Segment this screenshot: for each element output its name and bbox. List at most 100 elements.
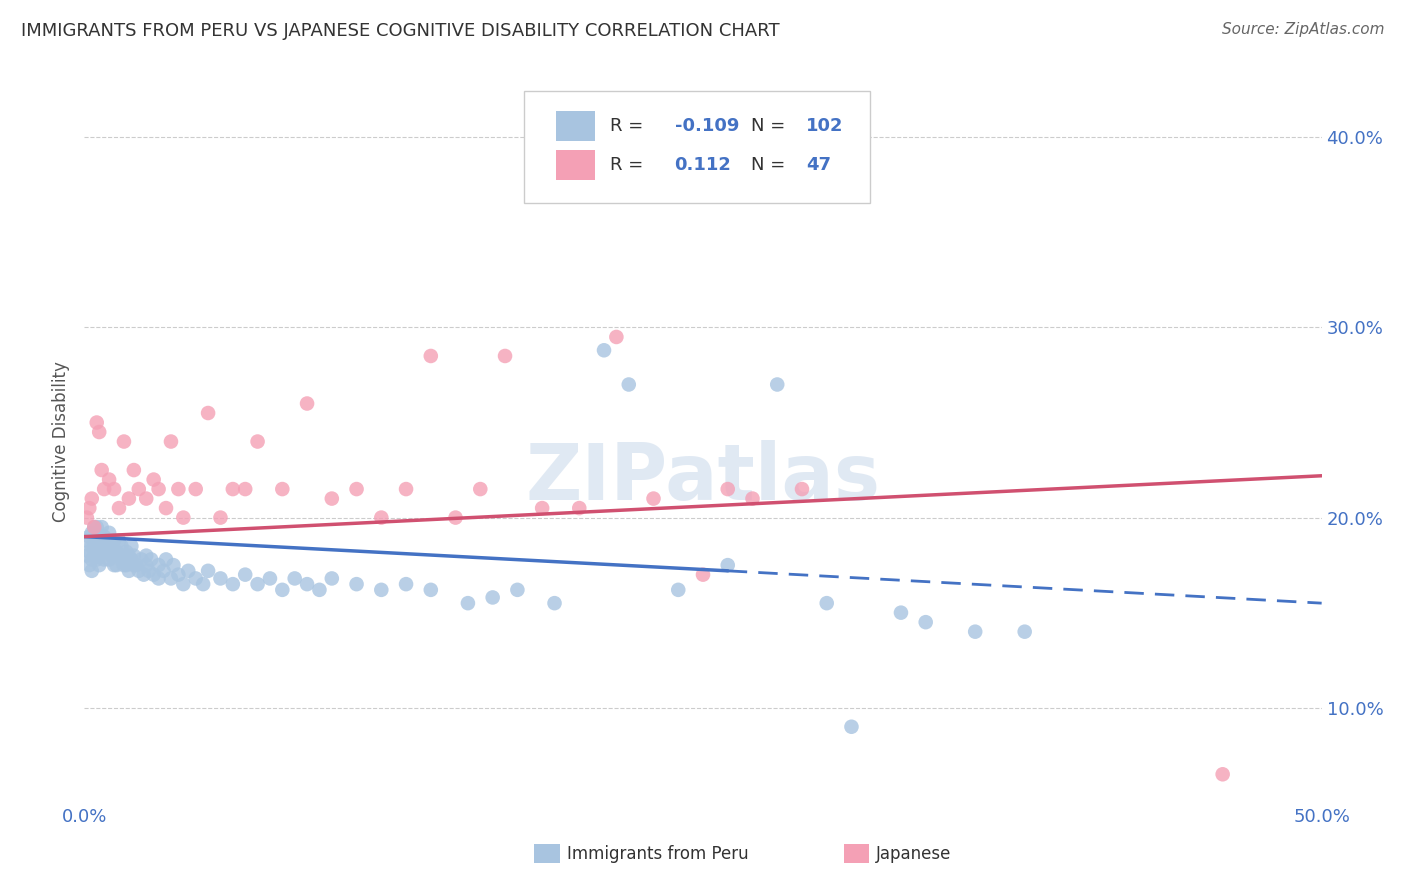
Point: [80, 539, 103, 553]
Point: [108, 549, 131, 563]
Point: [643, 491, 665, 506]
FancyBboxPatch shape: [523, 91, 870, 203]
Y-axis label: Cognitive Disability: Cognitive Disability: [52, 361, 70, 522]
Point: [167, 482, 190, 496]
Point: [135, 558, 157, 573]
Text: 102: 102: [806, 117, 844, 135]
Point: [93, 542, 115, 557]
Point: [321, 571, 343, 585]
Point: [98, 525, 121, 540]
Point: [108, 533, 131, 548]
Point: [89, 539, 111, 553]
Point: [395, 577, 418, 591]
Point: [741, 491, 763, 506]
Point: [197, 564, 219, 578]
Text: ZIPatlas: ZIPatlas: [526, 440, 880, 516]
Point: [346, 482, 368, 496]
Point: [108, 501, 131, 516]
FancyBboxPatch shape: [555, 150, 595, 180]
Point: [120, 539, 142, 553]
Text: Immigrants from Peru: Immigrants from Peru: [567, 845, 748, 863]
Point: [308, 582, 330, 597]
Point: [96, 545, 118, 559]
Point: [89, 425, 111, 439]
Text: N =: N =: [751, 117, 792, 135]
Point: [83, 539, 105, 553]
FancyBboxPatch shape: [555, 111, 595, 141]
Point: [152, 564, 174, 578]
Point: [246, 434, 269, 449]
Point: [110, 552, 132, 566]
Point: [118, 549, 141, 563]
Point: [141, 552, 163, 566]
Text: -0.109: -0.109: [675, 117, 740, 135]
Point: [79, 545, 101, 559]
Point: [666, 582, 689, 597]
Point: [86, 542, 108, 557]
Point: [83, 520, 105, 534]
Point: [370, 582, 392, 597]
Point: [419, 582, 441, 597]
Point: [142, 567, 165, 582]
Point: [965, 624, 987, 639]
Point: [112, 434, 135, 449]
Point: [222, 482, 245, 496]
Point: [89, 530, 111, 544]
Point: [105, 558, 128, 573]
Point: [295, 577, 318, 591]
Point: [89, 558, 111, 573]
Point: [233, 567, 256, 582]
Point: [93, 552, 115, 566]
Point: [167, 567, 190, 582]
Point: [148, 571, 170, 585]
Point: [1014, 624, 1036, 639]
Text: 47: 47: [806, 156, 831, 174]
Point: [692, 567, 714, 582]
Text: IMMIGRANTS FROM PERU VS JAPANESE COGNITIVE DISABILITY CORRELATION CHART: IMMIGRANTS FROM PERU VS JAPANESE COGNITI…: [21, 22, 780, 40]
Point: [148, 482, 170, 496]
Text: 0.112: 0.112: [675, 156, 731, 174]
Point: [605, 330, 627, 344]
Point: [271, 482, 294, 496]
Point: [122, 549, 145, 563]
Point: [222, 577, 245, 591]
Point: [172, 510, 194, 524]
Point: [80, 552, 103, 566]
Point: [118, 564, 141, 578]
Point: [568, 501, 591, 516]
Point: [531, 501, 554, 516]
Point: [717, 482, 740, 496]
Point: [118, 491, 141, 506]
Point: [135, 549, 157, 563]
Point: [90, 463, 112, 477]
Point: [90, 545, 112, 559]
Point: [321, 491, 343, 506]
Point: [132, 567, 155, 582]
Point: [103, 533, 125, 548]
Point: [125, 558, 148, 573]
Point: [172, 577, 194, 591]
Point: [1212, 767, 1234, 781]
Point: [135, 491, 157, 506]
Point: [246, 577, 269, 591]
Text: N =: N =: [751, 156, 792, 174]
Point: [128, 482, 150, 496]
Point: [83, 520, 105, 534]
Point: [120, 552, 142, 566]
Point: [83, 549, 105, 563]
Point: [80, 525, 103, 540]
Point: [98, 539, 121, 553]
Point: [80, 564, 103, 578]
Point: [395, 482, 418, 496]
Text: R =: R =: [610, 156, 650, 174]
Point: [259, 571, 281, 585]
Point: [76, 549, 98, 563]
Point: [593, 343, 616, 358]
Point: [184, 571, 207, 585]
Point: [86, 416, 108, 430]
Point: [110, 539, 132, 553]
Point: [191, 577, 214, 591]
Point: [790, 482, 813, 496]
Point: [100, 533, 122, 548]
Point: [197, 406, 219, 420]
